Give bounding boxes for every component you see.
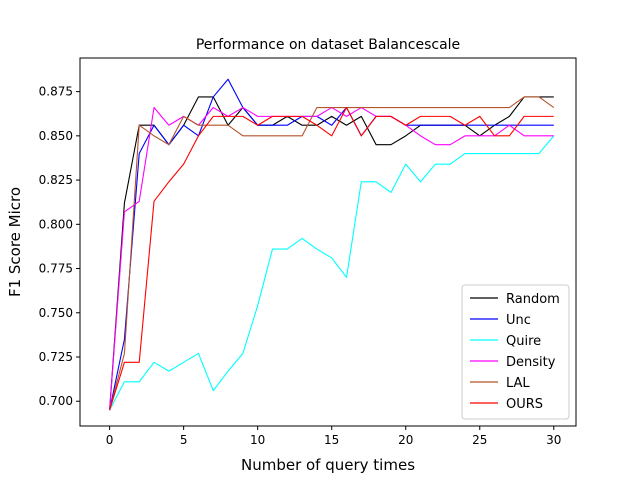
legend: Random Unc Quire Density LAL OURS <box>461 284 570 420</box>
x-axis-label: Number of query times <box>241 456 415 474</box>
series-line-lal <box>109 96 555 411</box>
x-tick-label: 15 <box>324 433 339 447</box>
series-line-unc <box>109 78 554 411</box>
x-tick-label: 30 <box>546 433 561 447</box>
legend-label-lal: LAL <box>506 376 530 391</box>
x-tick-label: 25 <box>472 433 487 447</box>
series-line-quire <box>109 135 555 411</box>
y-tick-label: 0.775 <box>39 262 73 276</box>
y-axis-label: F1 Score Micro <box>6 187 24 297</box>
plot-area <box>109 78 555 411</box>
y-tick-label: 0.850 <box>39 129 73 143</box>
y-axis: 0.700 0.725 0.750 0.775 0.800 0.825 0.850 0.875 <box>39 85 80 408</box>
legend-label-density: Density <box>506 355 556 370</box>
plot-frame <box>79 57 577 427</box>
series-line-ours <box>109 106 554 411</box>
x-tick-label: 0 <box>106 433 114 447</box>
y-tick-label: 0.725 <box>39 350 73 364</box>
x-tick-label: 10 <box>250 433 265 447</box>
x-tick-label: 20 <box>398 433 413 447</box>
y-tick-label: 0.825 <box>39 173 73 187</box>
legend-label-random: Random <box>506 292 560 307</box>
legend-label-unc: Unc <box>506 313 531 328</box>
y-tick-label: 0.875 <box>39 85 73 99</box>
x-tick-label: 5 <box>180 433 188 447</box>
y-tick-label: 0.700 <box>39 394 73 408</box>
y-tick-label: 0.750 <box>39 306 73 320</box>
y-tick-label: 0.800 <box>39 217 73 231</box>
legend-label-ours: OURS <box>506 397 543 412</box>
legend-label-quire: Quire <box>506 334 541 349</box>
chart-title: Performance on dataset Balancescale <box>196 37 460 53</box>
x-axis: 0 5 10 15 20 25 30 <box>106 426 561 447</box>
